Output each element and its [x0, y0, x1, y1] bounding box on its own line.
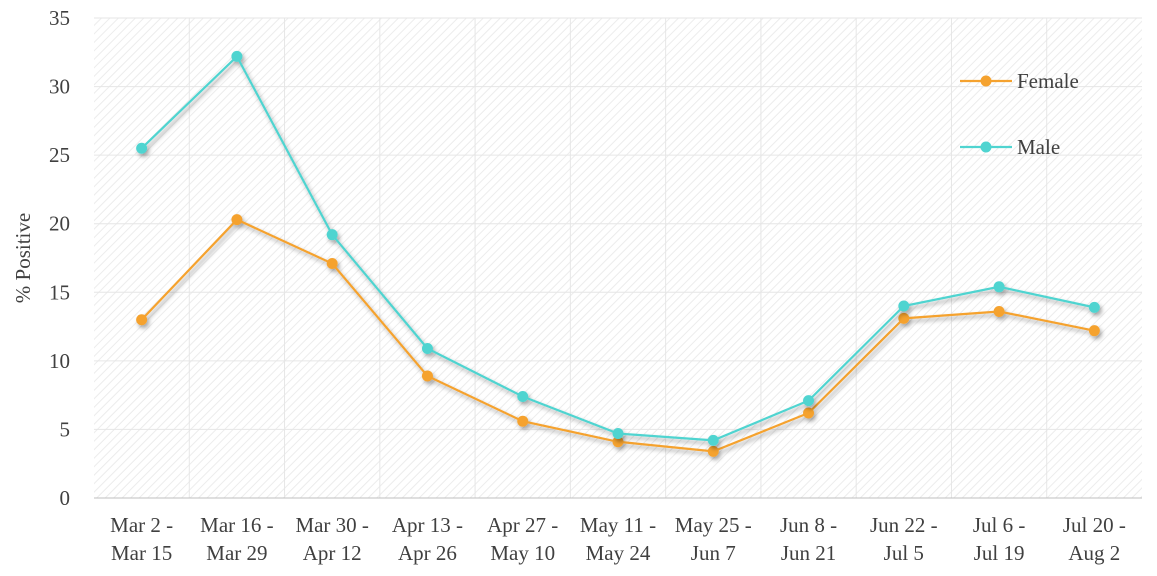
- data-point: [1088, 325, 1100, 337]
- data-point: [326, 229, 338, 241]
- y-axis-title: % Positive: [11, 213, 35, 303]
- data-point: [707, 434, 719, 446]
- y-tick-label: 15: [49, 280, 70, 304]
- x-tick-label: Mar 2 -Mar 15: [110, 513, 173, 565]
- legend-item-male: Male: [960, 135, 1060, 159]
- y-tick-label: 5: [60, 417, 71, 441]
- plot-area: [94, 18, 1142, 498]
- gridlines: [94, 17, 1142, 498]
- legend-label: Male: [1017, 135, 1060, 159]
- series-layer: [136, 50, 1100, 457]
- data-point: [612, 436, 624, 448]
- data-point: [136, 142, 148, 154]
- legend-swatch-marker: [980, 75, 992, 87]
- legend-swatch-marker: [980, 141, 992, 153]
- x-tick-label: May 25 -Jun 7: [675, 513, 752, 565]
- y-tick-label: 35: [49, 6, 70, 30]
- data-point: [1088, 301, 1100, 313]
- data-point: [993, 305, 1005, 317]
- data-point: [898, 312, 910, 324]
- y-tick-label: 10: [49, 349, 70, 373]
- data-point: [136, 314, 148, 326]
- legend-label: Female: [1017, 69, 1079, 93]
- y-tick-label: 20: [49, 212, 70, 236]
- x-tick-label: May 11 -May 24: [580, 513, 656, 565]
- data-point: [803, 407, 815, 419]
- data-point: [326, 257, 338, 269]
- data-point: [898, 300, 910, 312]
- x-tick-label: Jul 6 -Jul 19: [973, 513, 1026, 565]
- y-tick-label: 0: [60, 486, 71, 510]
- x-tick-label: Mar 30 -Apr 12: [295, 513, 368, 565]
- data-point: [803, 395, 815, 407]
- series-male: [136, 50, 1100, 446]
- x-tick-label: Jun 22 -Jul 5: [870, 513, 938, 565]
- series-female: [136, 214, 1100, 457]
- data-point: [421, 370, 433, 382]
- data-point: [517, 391, 529, 403]
- y-tick-label: 30: [49, 75, 70, 99]
- y-tick-label: 25: [49, 143, 70, 167]
- data-point: [421, 343, 433, 355]
- data-point: [517, 415, 529, 427]
- data-point: [612, 428, 624, 440]
- y-axis-ticks: 0 5 10 15 20 25 30 35: [49, 6, 70, 510]
- legend: Female Male: [960, 69, 1079, 159]
- legend-item-female: Female: [960, 69, 1079, 93]
- data-point: [707, 445, 719, 457]
- x-tick-label: Jun 8 -Jun 21: [780, 513, 837, 565]
- x-tick-label: Mar 16 -Mar 29: [200, 513, 273, 565]
- x-tick-label: Apr 27 -May 10: [487, 513, 558, 565]
- x-tick-label: Jul 20 -Aug 2: [1063, 513, 1126, 565]
- data-point: [231, 214, 243, 226]
- data-point: [993, 281, 1005, 293]
- data-point: [231, 50, 243, 62]
- x-tick-label: Apr 13 -Apr 26: [392, 513, 463, 565]
- x-axis-categories: Mar 2 -Mar 15 Mar 16 -Mar 29 Mar 30 -Apr 1…: [110, 513, 1126, 565]
